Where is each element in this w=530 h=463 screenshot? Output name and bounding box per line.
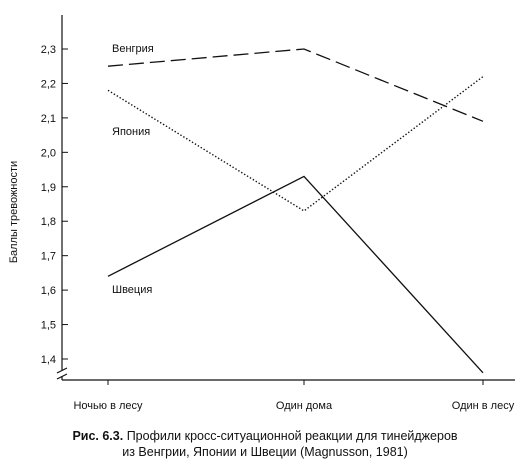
- chart-axes: [56, 15, 515, 381]
- series-label: Венгрия: [112, 43, 154, 55]
- series-line-solid: [107, 175, 484, 374]
- y-tick-label: 2,3: [41, 44, 56, 56]
- anxiety-profile-chart: 1,4 1,5 1,6 1,7 1,8 1,9 2,0 2,1 2,2 2,3 Ночью в л…: [8, 15, 515, 412]
- figure-caption-line1: Рис. 6.3. Профили кросс-ситуационной реа…: [0, 428, 530, 444]
- y-ticks: 1,4 1,5 1,6 1,7 1,8 1,9 2,0 2,1 2,2 2,3: [41, 44, 68, 366]
- x-tick-label: Один в лесу: [452, 400, 515, 412]
- y-tick-label: 1,7: [41, 251, 56, 263]
- series-lines: [107, 48, 484, 374]
- figure-caption-line2: из Венгрии, Японии и Швеции (Magnusson, …: [122, 445, 408, 459]
- y-tick-label: 2,0: [41, 147, 56, 159]
- axis-break-mark: [56, 367, 68, 374]
- y-tick-label: 1,5: [41, 320, 56, 332]
- series-label: Швеция: [112, 284, 152, 296]
- y-tick-label: 1,8: [41, 216, 56, 228]
- y-tick-label: 1,6: [41, 285, 56, 297]
- figure-caption-label: Рис. 6.3.: [72, 429, 124, 443]
- y-tick-label: 2,1: [41, 113, 56, 125]
- x-tick-label: Ночью в лесу: [73, 400, 143, 412]
- axis-break-mark: [56, 373, 68, 380]
- series-label: Япония: [112, 126, 150, 138]
- x-ticks: Ночью в лесу Один дома Один в лесу: [73, 380, 515, 412]
- y-tick-label: 1,4: [41, 354, 56, 366]
- series-labels: Венгрия Япония Швеция: [112, 43, 154, 296]
- y-tick-label: 2,2: [41, 78, 56, 90]
- y-tick-label: 1,9: [41, 182, 56, 194]
- series-line-dashed: [107, 48, 484, 122]
- figure-caption-text: Профили кросс-ситуационной реакции для т…: [123, 429, 458, 443]
- y-axis-title: Баллы тревожности: [8, 161, 20, 263]
- x-tick-label: Один дома: [276, 400, 333, 412]
- series-line-dotted: [107, 76, 484, 212]
